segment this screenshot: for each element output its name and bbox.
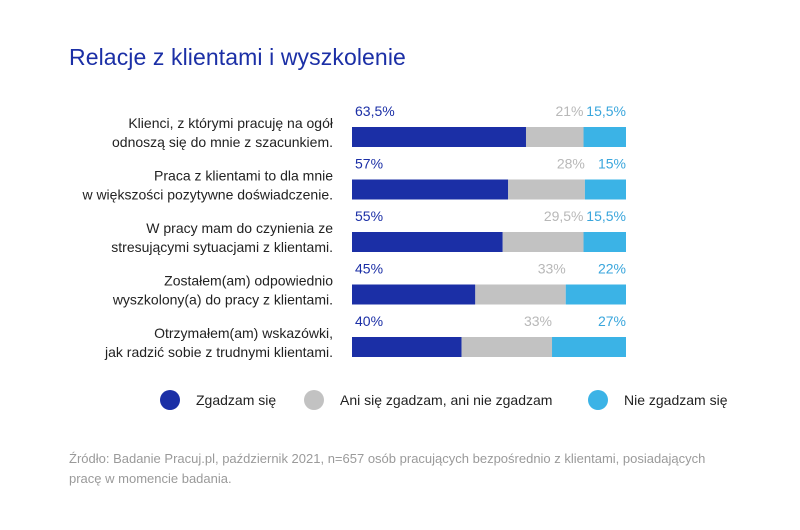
- category-label: Zostałem(am) odpowiednio: [164, 273, 333, 289]
- bar-segment-disagree: [565, 284, 626, 305]
- value-label-disagree: 15,5%: [586, 103, 626, 119]
- bar-segment-agree: [352, 127, 526, 147]
- category-label: stresującymi sytuacjami z klientami.: [111, 239, 333, 255]
- bar-segment-agree: [352, 179, 509, 200]
- value-label-agree: 40%: [355, 313, 383, 329]
- value-label-neutral: 28%: [557, 156, 585, 172]
- value-label-disagree: 15,5%: [586, 208, 626, 224]
- legend-label-disagree: Nie zgadzam się: [624, 392, 728, 408]
- legend-swatch-neutral: [304, 390, 324, 410]
- bar-segment-agree: [352, 337, 462, 357]
- value-label-agree: 45%: [355, 261, 383, 277]
- value-label-disagree: 22%: [598, 261, 626, 277]
- legend-label-agree: Zgadzam się: [196, 392, 277, 408]
- category-label: jak radzić sobie z trudnymi klientami.: [104, 344, 333, 360]
- value-label-agree: 55%: [355, 208, 383, 224]
- legend-label-neutral: Ani się zgadzam, ani nie zgadzam: [340, 392, 553, 408]
- value-label-agree: 57%: [355, 156, 383, 172]
- bar-segment-disagree: [583, 232, 626, 252]
- value-label-disagree: 15%: [598, 156, 626, 172]
- category-label: wyszkolony(a) do pracy z klientami.: [112, 292, 333, 308]
- legend-item-agree: Zgadzam się: [160, 390, 276, 410]
- legend-item-neutral: Ani się zgadzam, ani nie zgadzam: [304, 390, 552, 410]
- chart-legend: Zgadzam się Ani się zgadzam, ani nie zga…: [0, 390, 800, 414]
- bar-segment-agree: [352, 232, 503, 252]
- bar-segment-neutral: [508, 179, 585, 200]
- value-label-disagree: 27%: [598, 313, 626, 329]
- bar-segment-agree: [352, 284, 476, 305]
- bar-segment-neutral: [502, 232, 584, 252]
- legend-swatch-agree: [160, 390, 180, 410]
- bar-segment-disagree: [552, 337, 626, 357]
- source-note: Źródło: Badanie Pracuj.pl, październik 2…: [69, 451, 706, 486]
- value-label-neutral: 29,5%: [544, 208, 584, 224]
- bar-segment-neutral: [525, 127, 584, 147]
- bar-segment-disagree: [583, 127, 626, 147]
- bar-segment-disagree: [584, 179, 626, 200]
- category-label: w większości pozytywne doświadczenie.: [81, 187, 333, 203]
- bar-segment-neutral: [475, 284, 566, 305]
- bar-segment-neutral: [461, 337, 553, 357]
- value-label-neutral: 33%: [538, 261, 566, 277]
- value-label-neutral: 33%: [524, 313, 552, 329]
- legend-item-disagree: Nie zgadzam się: [588, 390, 728, 410]
- value-label-agree: 63,5%: [355, 103, 395, 119]
- category-label: odnoszą się do mnie z szacunkiem.: [112, 134, 333, 150]
- category-label: Otrzymałem(am) wskazówki,: [154, 325, 333, 341]
- chart-title: Relacje z klientami i wyszkolenie: [69, 44, 406, 70]
- category-label: Klienci, z którymi pracuję na ogół: [128, 115, 334, 131]
- legend-swatch-disagree: [588, 390, 608, 410]
- value-label-neutral: 21%: [555, 103, 583, 119]
- category-label: W pracy mam do czynienia ze: [146, 220, 333, 236]
- category-label: Praca z klientami to dla mnie: [154, 168, 333, 184]
- stacked-bar-chart: Klienci, z którymi pracuję na ogół odnosz…: [81, 103, 626, 360]
